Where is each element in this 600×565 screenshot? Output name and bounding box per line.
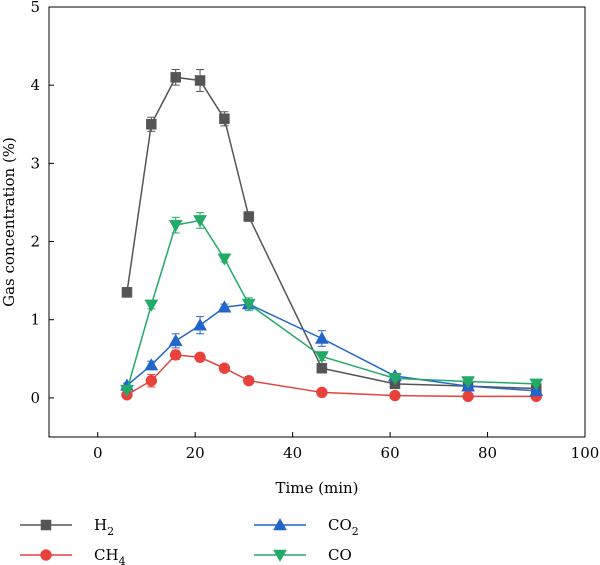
x-axis-title: Time (min) xyxy=(275,479,358,497)
legend-label-base: CH xyxy=(94,546,119,564)
data-point xyxy=(461,376,475,389)
x-tick-label: 0 xyxy=(93,444,103,462)
y-tick-label: 3 xyxy=(30,154,40,172)
data-point xyxy=(316,386,328,399)
legend-marker xyxy=(40,519,52,531)
y-tick-label: 1 xyxy=(30,311,40,329)
data-point xyxy=(462,390,474,403)
y-axis-title: Gas concentration (%) xyxy=(0,137,18,307)
x-tick-label: 80 xyxy=(478,444,497,462)
legend-marker xyxy=(273,549,287,563)
data-point xyxy=(168,219,183,233)
data-point xyxy=(193,318,207,331)
x-tick-label: 100 xyxy=(571,444,600,462)
legend-item-CO: CO xyxy=(254,546,352,564)
data-point xyxy=(243,211,255,222)
data-point xyxy=(168,333,183,347)
axis-ticks: 0 20 40 60 80 100 0 1 2 3 4 5 xyxy=(30,0,599,462)
series-H2 xyxy=(121,69,542,394)
legend-label-base: H xyxy=(94,516,107,534)
series-line xyxy=(126,219,537,391)
data-point xyxy=(529,378,544,391)
data-point xyxy=(144,358,159,371)
x-tick-label: 20 xyxy=(186,444,205,462)
data-point xyxy=(314,351,329,364)
x-tick-label: 40 xyxy=(283,444,302,462)
x-tick-label: 60 xyxy=(381,444,400,462)
data-point xyxy=(219,113,230,125)
data-point xyxy=(170,72,181,83)
data-point xyxy=(144,299,159,312)
data-point xyxy=(145,374,158,387)
data-point xyxy=(193,215,207,228)
series-line xyxy=(126,354,537,398)
data-point xyxy=(218,362,231,374)
legend-item-CH4: CH4 xyxy=(20,546,126,565)
data-point xyxy=(217,300,232,313)
legend-item-H2: H2 xyxy=(20,516,114,538)
data-point xyxy=(217,253,232,266)
data-point xyxy=(389,389,401,402)
y-tick-label: 4 xyxy=(30,76,40,94)
data-point xyxy=(241,298,256,312)
legend-label: CH4 xyxy=(94,546,126,565)
y-tick-label: 0 xyxy=(30,389,40,407)
legend-label: CO2 xyxy=(328,516,359,538)
series-line xyxy=(126,76,537,390)
data-point xyxy=(121,287,133,298)
series-line xyxy=(126,303,537,392)
data-point xyxy=(194,351,206,364)
series-CO xyxy=(120,212,544,398)
series-layer xyxy=(120,69,544,403)
series-CH4 xyxy=(121,349,543,403)
data-point xyxy=(388,373,402,386)
data-point xyxy=(146,119,157,130)
legend-label-base: CO xyxy=(328,516,352,534)
legend-item-CO2: CO2 xyxy=(254,516,359,538)
y-tick-label: 5 xyxy=(30,0,40,16)
legend-label: CO xyxy=(328,546,352,564)
legend-marker xyxy=(273,517,287,531)
legend-marker xyxy=(40,549,52,561)
data-point xyxy=(316,362,328,374)
data-point xyxy=(120,384,134,398)
legend-label: H2 xyxy=(94,516,114,538)
legend-label-subscript: 2 xyxy=(107,525,114,538)
data-point xyxy=(243,374,255,387)
legend-label-base: CO xyxy=(328,546,352,564)
y-tick-label: 2 xyxy=(30,233,40,251)
data-point xyxy=(169,349,182,361)
legend-label-subscript: 4 xyxy=(119,555,126,565)
data-point xyxy=(194,75,206,86)
data-point xyxy=(314,331,329,344)
series-CO2 xyxy=(120,297,544,397)
plot-frame xyxy=(48,6,586,438)
legend-label-subscript: 2 xyxy=(352,525,359,538)
